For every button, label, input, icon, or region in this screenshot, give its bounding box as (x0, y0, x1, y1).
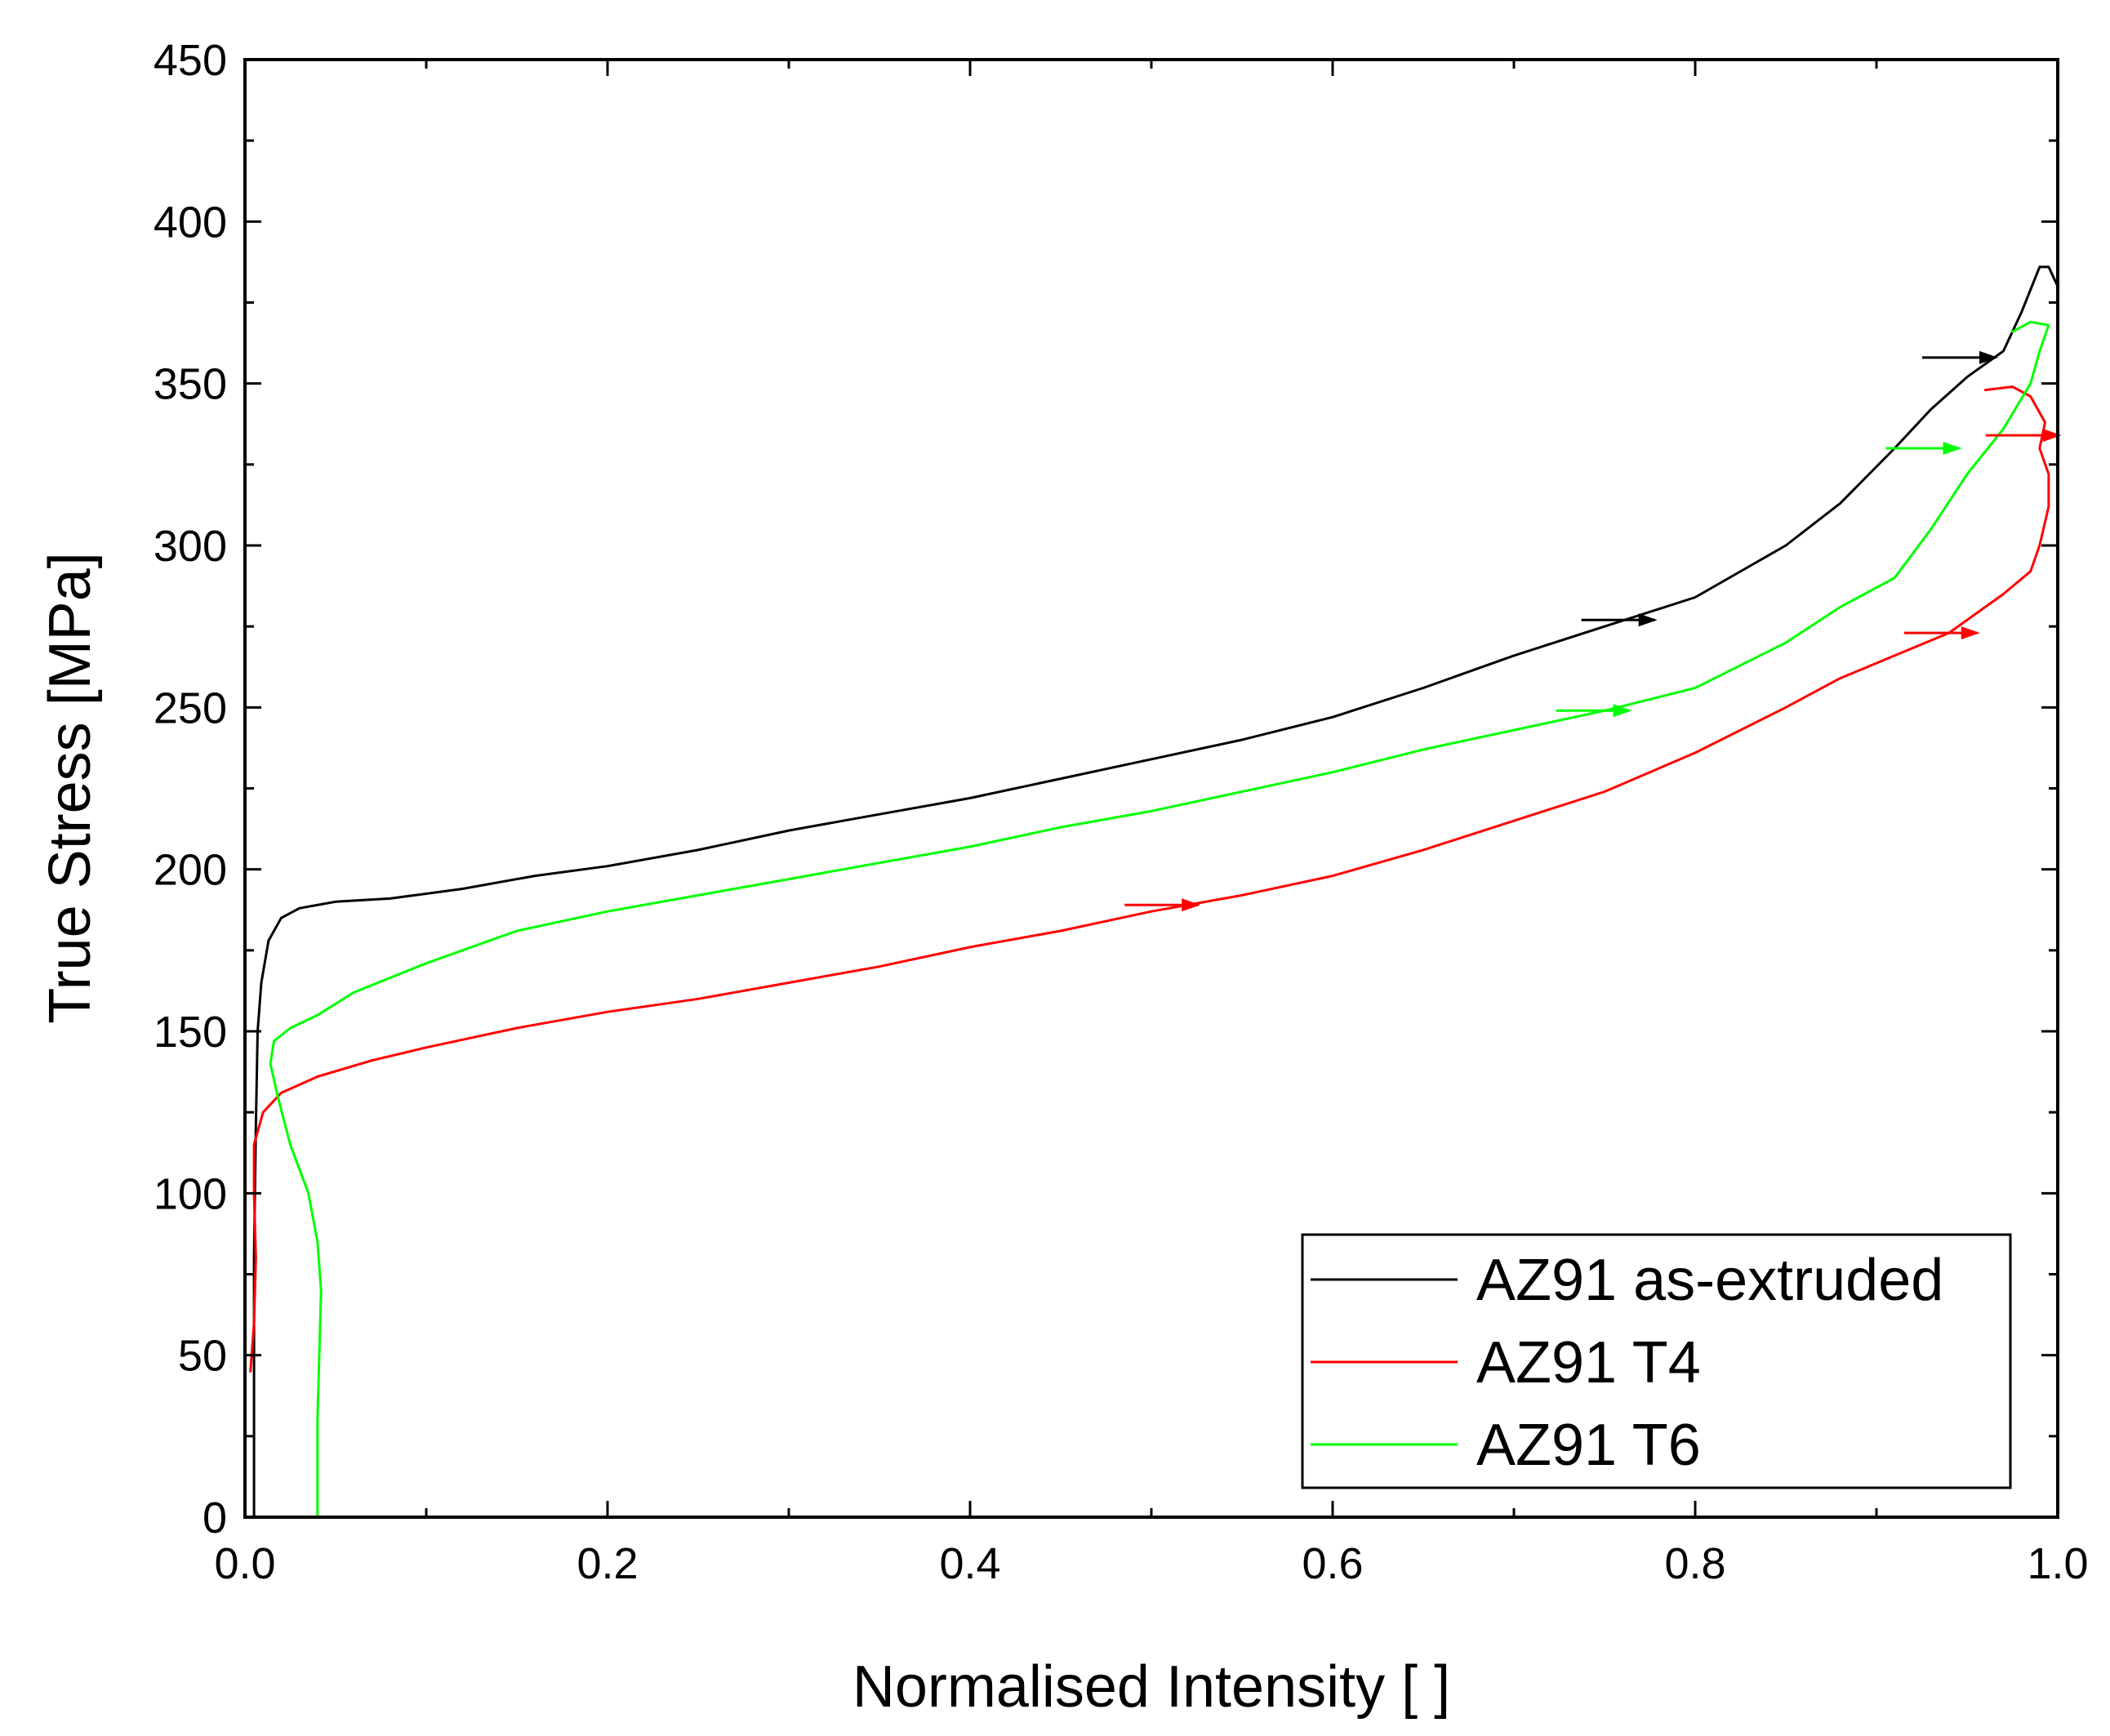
marker-layer (1124, 350, 2062, 912)
annotation-marker-arrow (1182, 898, 1201, 912)
annotation-marker-arrow (2042, 429, 2062, 443)
x-tick-label: 0.8 (1664, 1539, 1725, 1588)
x-tick-label: 0.6 (1302, 1539, 1363, 1588)
y-axis-tick-labels: 0 50 100 150 200 250 300 350 400 450 (154, 36, 227, 1542)
y-tick-label: 350 (154, 360, 227, 409)
series-line-1 (249, 385, 2050, 1373)
y-tick-label: 150 (154, 1008, 227, 1057)
annotation-marker-arrow (1943, 442, 1962, 455)
y-tick-label: 100 (154, 1169, 227, 1218)
y-tick-label: 400 (154, 198, 227, 247)
x-tick-label: 0.0 (214, 1539, 275, 1588)
x-tick-label: 0.2 (576, 1539, 638, 1588)
legend: AZ91 as-extruded AZ91 T4 AZ91 T6 (1301, 1233, 2012, 1489)
series-line-0 (252, 265, 2059, 1519)
legend-label: AZ91 T6 (1476, 1413, 1701, 1478)
y-axis-ticks (245, 58, 2058, 1519)
annotation-marker-arrow (1638, 613, 1658, 627)
legend-items: AZ91 as-extruded AZ91 T4 AZ91 T6 (1311, 1248, 1943, 1478)
x-tick-label: 0.4 (939, 1539, 1000, 1588)
y-tick-label: 50 (178, 1332, 227, 1381)
legend-label: AZ91 T4 (1476, 1330, 1701, 1395)
annotation-marker-arrow (1613, 704, 1632, 718)
x-axis-ticks (243, 60, 2059, 1517)
y-tick-label: 200 (154, 846, 227, 895)
series-layer (249, 265, 2059, 1519)
y-tick-label: 250 (154, 683, 227, 732)
x-axis-title: Normalised Intensity [ ] (852, 1654, 1450, 1720)
y-axis-title: True Stress [MPa] (38, 552, 103, 1023)
annotation-marker-arrow (1979, 350, 1998, 364)
x-axis-tick-labels: 0.0 0.2 0.4 0.6 0.8 1.0 (214, 1539, 2088, 1588)
series-line-2 (269, 320, 2050, 1519)
y-tick-label: 0 (203, 1493, 227, 1542)
legend-label: AZ91 as-extruded (1476, 1248, 1943, 1313)
x-tick-label: 1.0 (2027, 1539, 2088, 1588)
y-tick-label: 300 (154, 522, 227, 571)
annotation-marker-arrow (1961, 626, 1980, 640)
y-tick-label: 450 (154, 36, 227, 85)
